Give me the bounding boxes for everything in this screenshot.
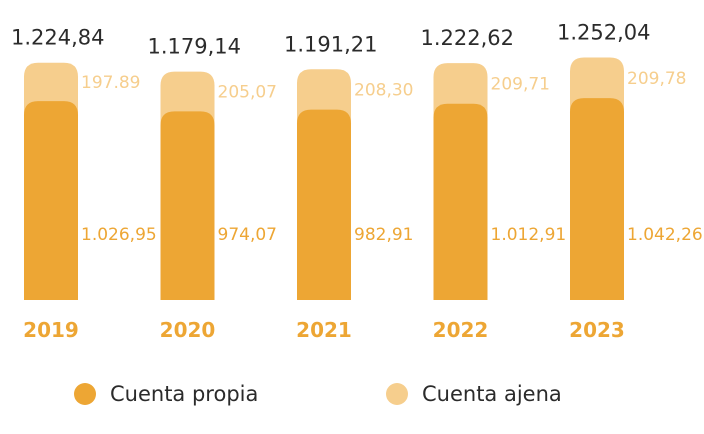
total-label-2019: 1.224,84 — [11, 26, 105, 50]
bar-cuenta-propia-2021 — [297, 109, 351, 300]
legend-item-cuenta-ajena: Cuenta ajena — [386, 382, 562, 406]
bar-cuenta-propia-2020 — [160, 111, 215, 301]
bar-cuenta-propia-2023 — [570, 98, 624, 301]
legend-swatch-cuenta-ajena — [386, 383, 408, 405]
value-label-cuenta-ajena-2023: 209,78 — [627, 69, 686, 89]
value-label-cuenta-propia-2019: 1.026,95 — [81, 225, 157, 245]
total-label-2021: 1.191,21 — [284, 32, 378, 56]
total-label-2023: 1.252,04 — [557, 20, 651, 44]
value-label-cuenta-ajena-2021: 208,30 — [354, 80, 413, 100]
value-label-cuenta-propia-2022: 1.012,91 — [491, 225, 567, 245]
bar-cuenta-propia-2019 — [24, 101, 78, 300]
x-tick-label-2019: 2019 — [23, 318, 79, 342]
x-tick-label-2020: 2020 — [160, 318, 216, 342]
total-label-2022: 1.222,62 — [421, 26, 515, 50]
value-label-cuenta-propia-2021: 982,91 — [354, 225, 413, 245]
value-label-cuenta-ajena-2020: 205,07 — [218, 82, 277, 102]
legend-label-cuenta-ajena: Cuenta ajena — [422, 382, 562, 406]
chart-legend: Cuenta propia Cuenta ajena — [0, 372, 704, 416]
bar-cuenta-propia-2022 — [433, 103, 488, 300]
legend-label-cuenta-propia: Cuenta propia — [110, 382, 259, 406]
value-label-cuenta-ajena-2019: 197.89 — [81, 73, 140, 93]
value-label-cuenta-propia-2020: 974,07 — [218, 225, 277, 245]
legend-item-cuenta-propia: Cuenta propia — [74, 382, 258, 406]
x-tick-label-2022: 2022 — [433, 318, 489, 342]
value-label-cuenta-propia-2023: 1.042,26 — [627, 225, 703, 245]
total-label-2020: 1.179,14 — [148, 35, 242, 59]
x-tick-label-2021: 2021 — [296, 318, 352, 342]
legend-swatch-cuenta-propia — [74, 383, 96, 405]
value-label-cuenta-ajena-2022: 209,71 — [491, 74, 550, 94]
chart-canvas: 1.224,84 197.89 1.026,95 2019 1.179,14 205,07… — [11, 20, 703, 342]
x-tick-label-2023: 2023 — [569, 318, 625, 342]
